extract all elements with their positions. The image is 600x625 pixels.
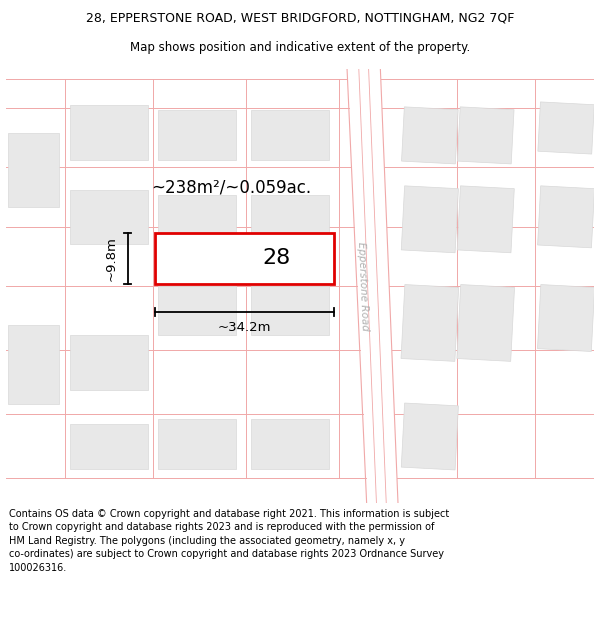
Bar — [538, 102, 594, 154]
Text: Epperstone Road: Epperstone Road — [356, 241, 370, 331]
Bar — [251, 419, 329, 469]
Bar — [158, 195, 236, 244]
Bar — [538, 284, 595, 351]
Text: Contains OS data © Crown copyright and database right 2021. This information is : Contains OS data © Crown copyright and d… — [9, 509, 449, 573]
Bar — [158, 286, 236, 335]
Text: Map shows position and indicative extent of the property.: Map shows position and indicative extent… — [130, 41, 470, 54]
Bar — [155, 232, 334, 284]
Text: 28: 28 — [263, 248, 291, 268]
Text: ~238m²/~0.059ac.: ~238m²/~0.059ac. — [151, 178, 311, 196]
Bar — [158, 419, 236, 469]
Bar — [158, 110, 236, 159]
Bar — [251, 110, 329, 159]
Bar — [401, 284, 458, 361]
Bar — [70, 190, 148, 244]
Bar — [457, 186, 514, 253]
Bar — [538, 186, 595, 248]
Bar — [251, 286, 329, 335]
Text: ~9.8m: ~9.8m — [105, 236, 118, 281]
Bar — [457, 284, 515, 361]
Text: 28, EPPERSTONE ROAD, WEST BRIDGFORD, NOTTINGHAM, NG2 7QF: 28, EPPERSTONE ROAD, WEST BRIDGFORD, NOT… — [86, 12, 514, 25]
Bar — [70, 105, 148, 159]
Bar — [457, 107, 514, 164]
Bar — [70, 335, 148, 389]
Bar — [70, 424, 148, 469]
Bar — [251, 195, 329, 244]
Bar — [401, 107, 458, 164]
Bar — [8, 326, 59, 404]
Bar — [8, 133, 59, 207]
Text: ~34.2m: ~34.2m — [218, 321, 271, 334]
Bar — [401, 403, 458, 470]
Bar — [401, 186, 458, 253]
